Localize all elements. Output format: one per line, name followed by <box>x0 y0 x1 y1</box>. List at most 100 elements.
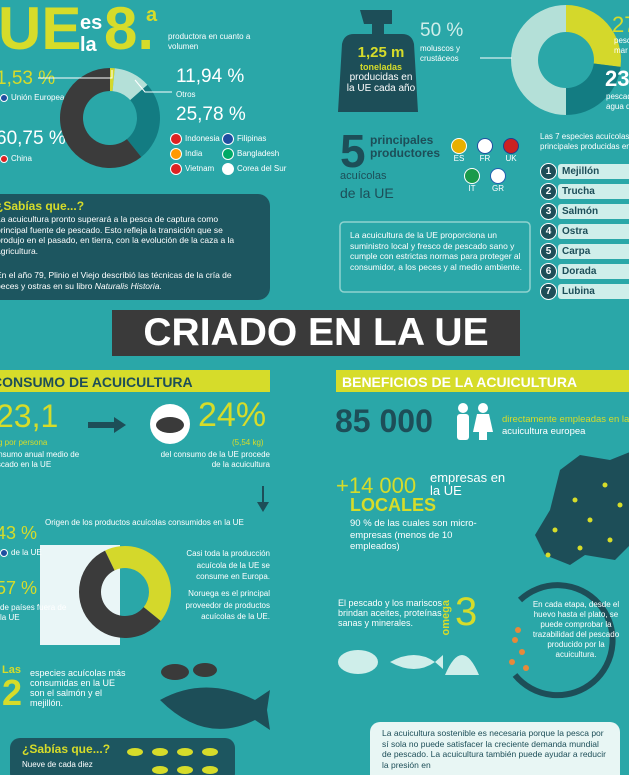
mussel-icon <box>161 664 189 680</box>
species-title: Las 7 especies acuícolas principales pro… <box>540 132 629 151</box>
section-title: BENEFICIOS DE LA ACUICULTURA <box>342 374 578 390</box>
share-name: Otros <box>176 90 196 99</box>
arrow <box>88 417 126 433</box>
origin-title: Origen de los productos acuícolas consum… <box>45 518 244 527</box>
share-label: 25,78 % <box>176 104 246 125</box>
norway-note: Noruega es el principal proveedor de pro… <box>185 589 271 621</box>
section-bar <box>336 370 629 392</box>
did-you-know-box <box>10 738 235 775</box>
section-title: CONSUMO DE ACUICULTURA <box>0 374 193 390</box>
weight-text: producidas en la UE cada año <box>346 72 416 94</box>
species-number: 1 <box>540 163 557 180</box>
jobs-text: acuicultura europea <box>502 426 586 437</box>
donut-segment <box>79 550 161 638</box>
jobs-value: 85 000 <box>335 403 433 439</box>
mussel-icons <box>127 748 218 774</box>
leader-line <box>38 70 113 79</box>
heading-sup: a <box>146 4 158 26</box>
omega: omega <box>440 600 452 636</box>
species-number: 7 <box>540 283 557 300</box>
name: Bangladesh <box>237 149 280 159</box>
omega-num: 3 <box>455 590 478 634</box>
species-item: 4 Ostra <box>540 223 629 240</box>
sustain-box <box>370 722 620 775</box>
top2-text: especies acuícolas más consumidas en la … <box>30 668 126 708</box>
share-label: 23 % <box>605 66 629 91</box>
cycle-arrow <box>512 582 616 699</box>
annual-text: Consumo anual medio de pescado en la UE <box>0 450 80 469</box>
donut-segment <box>126 84 160 158</box>
species-name: Salmón <box>558 204 629 219</box>
firms-local: LOCALES <box>350 495 437 515</box>
share-label: 50 % <box>420 20 464 41</box>
share-label: 11,94 % <box>176 66 245 87</box>
country: IT <box>468 184 476 193</box>
note-box <box>339 221 531 293</box>
species-name: Mejillón <box>558 164 629 179</box>
species-item: 3 Salmón <box>540 203 629 220</box>
did-you-know-text: Nueve de cada diez <box>22 760 93 769</box>
share-name: moluscos y crustáceos <box>420 44 461 63</box>
share-name: Unión Europea <box>0 93 64 103</box>
share-label: 1,53 % <box>0 68 56 89</box>
banner-bg <box>112 310 520 356</box>
donut-segment <box>566 63 621 115</box>
donut-segment <box>59 67 142 168</box>
europe-map <box>535 452 629 565</box>
firms-note: 90 % de las cuales son micro-empresas (m… <box>350 518 477 552</box>
country: FR <box>479 154 491 163</box>
weight-amount: 1,25 m <box>357 44 405 61</box>
name: Vietnam <box>185 164 215 174</box>
country-list: Indonesia Filipinas India Bangladesh Vietn… <box>170 133 310 178</box>
country: ES <box>453 154 465 163</box>
weight-unit: toneladas <box>359 62 402 72</box>
share-value: 24% <box>198 396 267 434</box>
flags: ES FR UK <box>446 138 524 164</box>
fish-icon <box>156 417 184 433</box>
people-icon <box>457 403 493 440</box>
did-you-know-title: ¿Sabías que...? <box>22 742 111 756</box>
donut-segment <box>112 68 148 101</box>
share-kg: (5,54 kg) <box>232 438 264 447</box>
species-number: 2 <box>540 183 557 200</box>
heading-ue: UE <box>0 0 82 62</box>
origin-name: de la UE <box>0 548 42 558</box>
origin-label: 43 % <box>0 523 38 543</box>
text: En el año 79, Plinio el Viejo describió … <box>0 270 232 291</box>
share-name: China <box>0 154 32 164</box>
species-number: 6 <box>540 263 557 280</box>
species-number: 5 <box>540 243 557 260</box>
species-name: Trucha <box>558 184 629 199</box>
trace-text: En cada etapa, desde el huevo hasta el p… <box>532 600 620 659</box>
book: Naturalis Historia. <box>94 280 162 291</box>
donut-segment <box>566 5 621 67</box>
donut-segment <box>511 5 566 115</box>
europe-note: Casi toda la producción acuícola de la U… <box>186 549 270 581</box>
mussel-icon <box>193 663 217 677</box>
heading-es: es <box>80 12 103 34</box>
species-name: Lubina <box>558 284 629 299</box>
name: Indonesia <box>185 134 220 144</box>
producers-title: principales productores <box>370 133 441 160</box>
firms-text: empresas en la UE <box>430 470 506 498</box>
species-name: Carpa <box>558 244 629 259</box>
egg-dots <box>509 627 529 671</box>
arrow <box>257 486 269 512</box>
did-you-know-text: En el año 79, Plinio el Viejo describió … <box>0 270 232 291</box>
name: China <box>11 154 32 163</box>
species-name: Dorada <box>558 264 629 279</box>
donut-segment <box>104 546 171 621</box>
name: Corea del Sur <box>237 164 287 174</box>
name: India <box>185 149 203 159</box>
species-item: 1 Mejillón <box>540 163 629 180</box>
share-text: del consumo de la UE procede de la acuic… <box>160 450 270 469</box>
jobs-text: directamente empleadas en la <box>502 414 629 425</box>
name: de la UE <box>11 548 42 557</box>
share-label: 27 % <box>612 12 629 37</box>
producers-sub: acuícolas <box>340 170 387 182</box>
species-item: 7 Lubina <box>540 283 629 300</box>
annual-value: 23,1 <box>0 398 59 434</box>
